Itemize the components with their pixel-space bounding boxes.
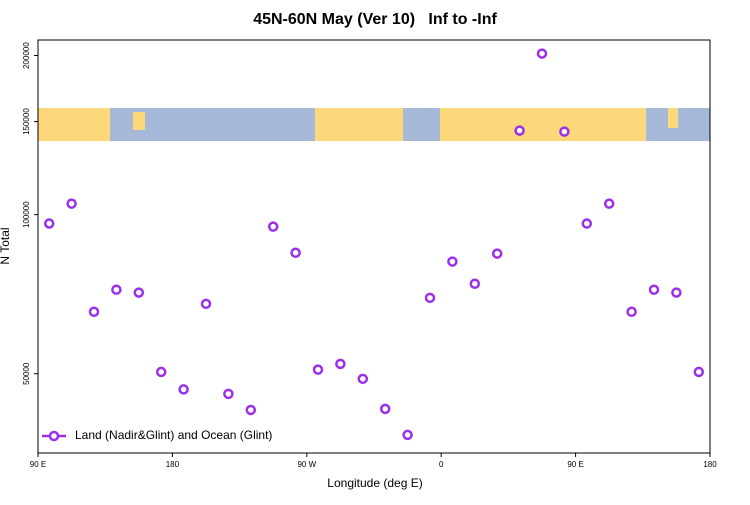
point bbox=[559, 126, 570, 137]
point bbox=[693, 366, 705, 378]
legend-marker bbox=[48, 430, 60, 442]
point bbox=[155, 366, 167, 378]
y-axis-label: N Total bbox=[0, 227, 12, 264]
point bbox=[447, 256, 458, 267]
point bbox=[178, 384, 189, 395]
point bbox=[357, 373, 369, 385]
legend-label: Land (Nadir&Glint) and Ocean (Glint) bbox=[75, 428, 272, 442]
point bbox=[581, 218, 593, 229]
x-tick-label: 90 E bbox=[567, 460, 583, 469]
x-tick-label: 180 bbox=[166, 460, 180, 469]
x-tick-label: 90 E bbox=[30, 460, 46, 469]
chart-title: 45N-60N May (Ver 10) Inf to -Inf bbox=[253, 11, 497, 28]
point bbox=[603, 198, 615, 209]
point bbox=[43, 218, 55, 229]
x-tick-label: 180 bbox=[703, 460, 717, 469]
point bbox=[469, 278, 481, 289]
point bbox=[671, 287, 682, 298]
point bbox=[133, 287, 145, 298]
point bbox=[626, 306, 637, 318]
point bbox=[66, 198, 77, 209]
y-tick-label: 100000 bbox=[22, 201, 31, 228]
point bbox=[424, 292, 436, 304]
plot-frame bbox=[37, 39, 711, 454]
point bbox=[491, 248, 503, 259]
x-axis-label: Longitude (deg E) bbox=[327, 476, 422, 490]
y-tick-label: 150000 bbox=[22, 108, 31, 135]
point bbox=[379, 403, 391, 415]
x-tick-label: 90 W bbox=[297, 460, 316, 469]
point bbox=[402, 429, 413, 441]
x-tick-label: 0 bbox=[439, 460, 444, 469]
point bbox=[267, 221, 279, 232]
y-tick-label: 200000 bbox=[22, 42, 31, 69]
point bbox=[312, 364, 324, 375]
point bbox=[223, 388, 234, 400]
map-band bbox=[38, 108, 710, 141]
point bbox=[536, 48, 548, 59]
point bbox=[648, 284, 660, 295]
point bbox=[111, 284, 122, 295]
point bbox=[245, 404, 257, 416]
point bbox=[88, 306, 100, 318]
point bbox=[200, 298, 212, 310]
point bbox=[335, 358, 346, 370]
point bbox=[514, 125, 525, 136]
y-tick-label: 50000 bbox=[22, 362, 31, 385]
point bbox=[290, 247, 301, 258]
